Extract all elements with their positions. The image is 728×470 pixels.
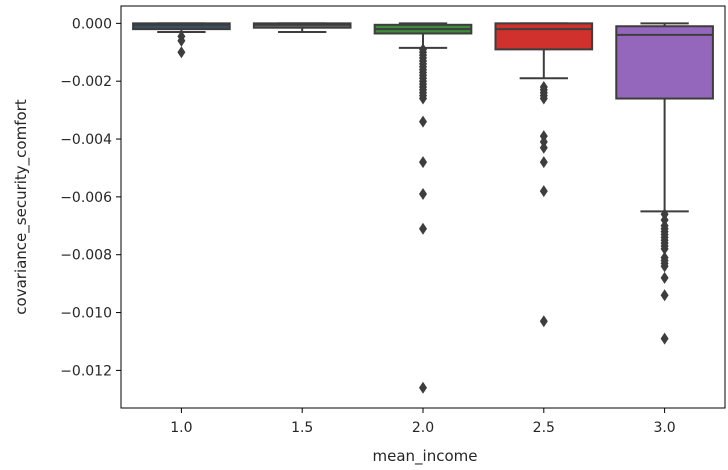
outlier-point	[419, 156, 427, 169]
y-tick-label: −0.010	[60, 306, 112, 322]
outlier-point	[419, 222, 427, 235]
x-tick-label: 3.0	[653, 420, 675, 436]
y-axis: 0.000 −0.002 −0.004 −0.006 −0.008 −0.010 −0.01…	[60, 16, 121, 379]
outlier-point	[177, 46, 186, 59]
outlier-point	[660, 271, 669, 284]
outlier-point	[660, 242, 669, 255]
y-tick-label: −0.006	[60, 190, 112, 206]
y-tick-label: 0.000	[72, 16, 112, 32]
x-axis-label: mean_income	[373, 447, 478, 466]
outlier-point	[539, 141, 548, 154]
outlier-point	[419, 381, 427, 394]
box-body	[494, 22, 594, 51]
outlier-point	[660, 332, 669, 345]
y-tick-label: −0.002	[60, 74, 112, 90]
x-tick-label: 1.0	[170, 420, 192, 436]
outlier-point	[660, 260, 669, 273]
outlier-point	[177, 34, 186, 47]
box-group-1.0	[132, 22, 231, 59]
x-tick-label: 2.5	[533, 420, 555, 436]
box-group-1.5	[252, 22, 352, 34]
y-tick-label: −0.012	[60, 363, 112, 379]
outlier-point	[419, 115, 427, 128]
outlier-point	[539, 185, 548, 198]
y-tick-label: −0.004	[60, 132, 112, 148]
x-tick-label: 1.5	[291, 420, 313, 436]
outlier-point	[419, 187, 427, 200]
x-axis: 1.0 1.5 2.0 2.5 3.0	[170, 408, 676, 436]
box-group-2.5	[494, 22, 594, 328]
outlier-point	[539, 92, 548, 105]
box-body	[615, 25, 714, 100]
x-tick-label: 2.0	[412, 420, 434, 436]
outlier-point	[539, 315, 548, 328]
outlier-point	[419, 92, 427, 105]
y-axis-label: covariance_security_comfort	[12, 99, 31, 315]
y-tick-label: −0.008	[60, 248, 112, 264]
outlier-point	[660, 289, 669, 302]
box-group-3.0	[615, 22, 714, 345]
boxes-group	[132, 22, 714, 394]
box-group-2.0	[373, 22, 473, 394]
outlier-point	[539, 156, 548, 169]
box-body	[132, 22, 231, 31]
